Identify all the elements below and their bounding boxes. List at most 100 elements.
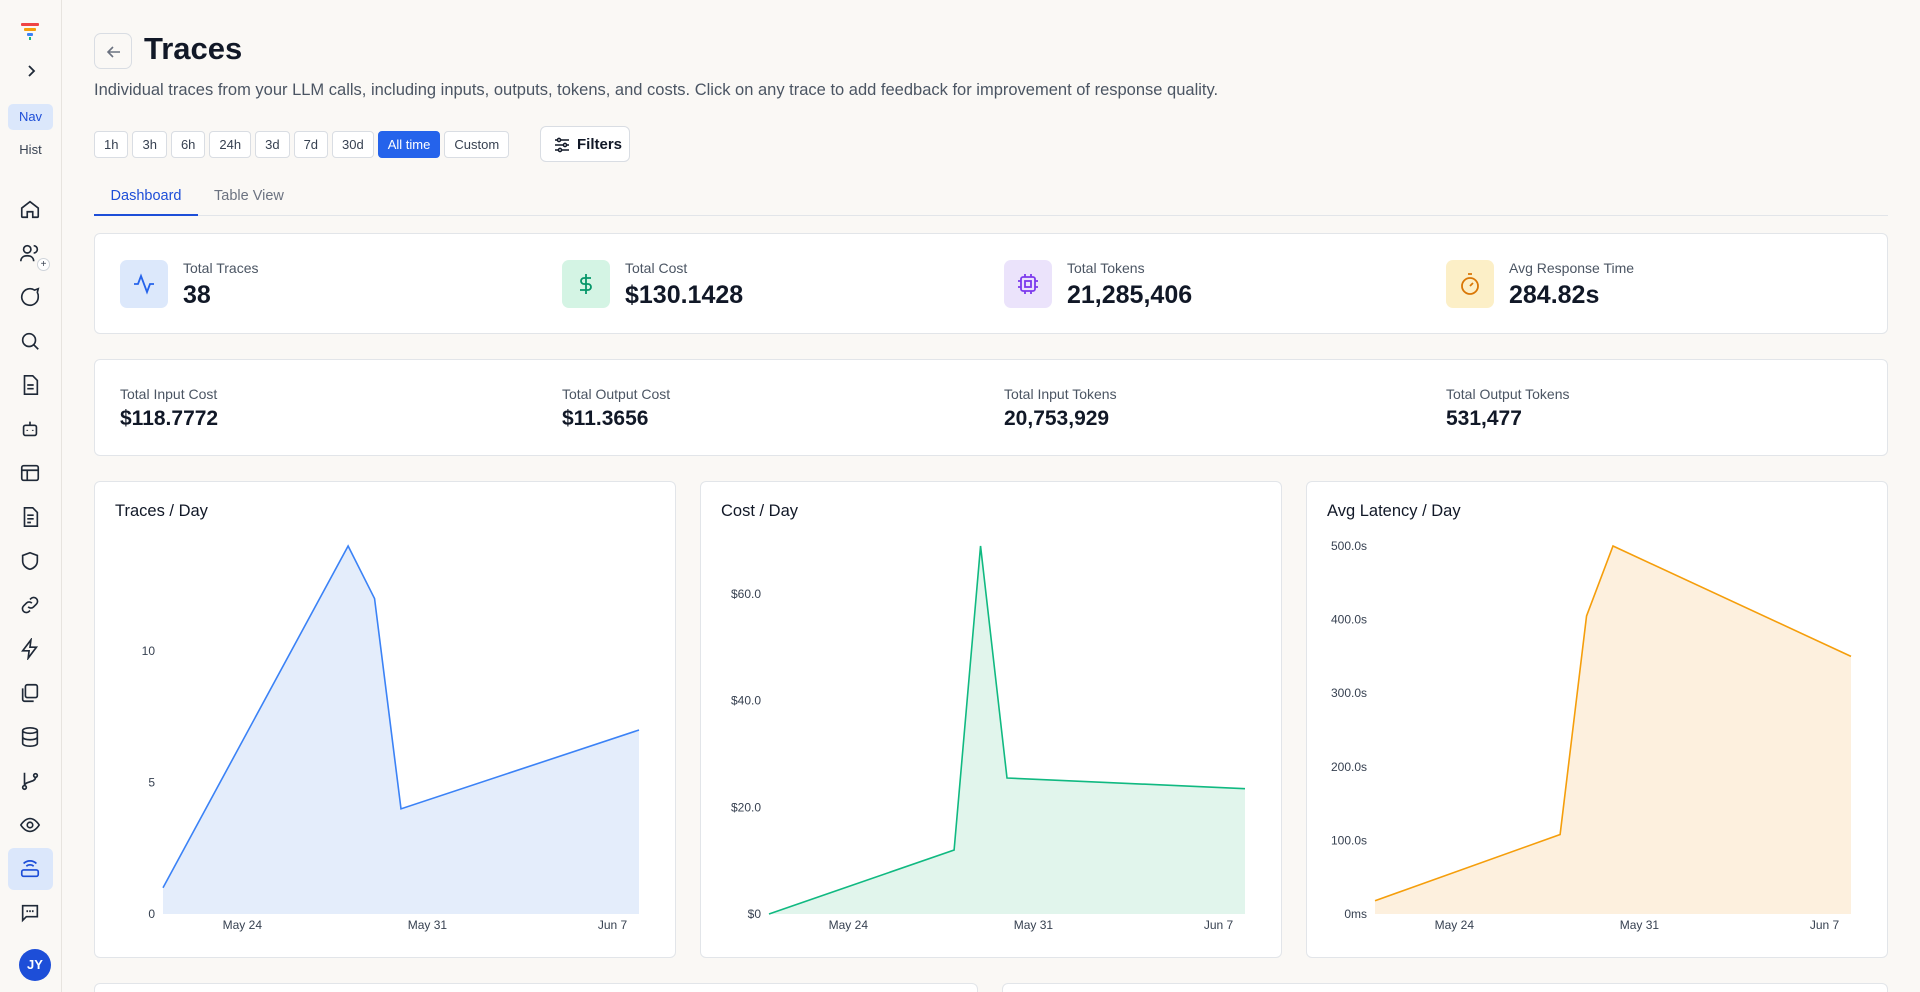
- y-tick-label: $20.0: [731, 800, 761, 814]
- logo-icon[interactable]: [19, 20, 41, 42]
- dollar-icon: [562, 260, 610, 308]
- router-icon[interactable]: [19, 858, 41, 880]
- page-title: Traces: [144, 31, 243, 66]
- back-button[interactable]: [94, 33, 132, 69]
- sliders-icon: [555, 137, 569, 153]
- x-tick-label: May 24: [223, 918, 263, 932]
- layout-icon[interactable]: [19, 462, 41, 484]
- tab-table-view[interactable]: Table View: [214, 188, 284, 204]
- chart-title: Cost / Day: [721, 502, 799, 520]
- bottom-card-left: [94, 983, 978, 992]
- range-all-time[interactable]: All time: [377, 131, 441, 158]
- sub-stat-value: $118.7772: [120, 407, 219, 430]
- cost-breakdown-card: Total Input Cost $118.7772 Total Output …: [94, 359, 1888, 456]
- summary-card: Total Traces 38 Total Cost $130.1428 Tot…: [94, 233, 1888, 334]
- document-icon[interactable]: [19, 374, 41, 396]
- plus-icon[interactable]: +: [37, 258, 50, 271]
- sidebar: Nav Hist + JY: [0, 0, 62, 992]
- time-range-selector: 1h 3h 6h 24h 3d 7d 30d All time Custom: [94, 131, 510, 158]
- arrow-left-icon: [106, 46, 120, 58]
- chart-title: Avg Latency / Day: [1327, 502, 1461, 520]
- x-tick-label: May 24: [829, 918, 869, 932]
- home-icon[interactable]: [19, 198, 41, 220]
- active-nav-highlight: [8, 848, 53, 890]
- series-line: [1374, 544, 1852, 902]
- database-icon[interactable]: [19, 726, 41, 748]
- bottom-card-right: [1002, 983, 1888, 992]
- sub-stat-label: Total Input Cost: [120, 386, 218, 402]
- x-tick-label: Jun 7: [598, 918, 628, 932]
- shield-icon[interactable]: [19, 550, 41, 572]
- y-tick-label: 0ms: [1344, 907, 1367, 921]
- filters-button[interactable]: Filters: [540, 126, 630, 162]
- sub-stat-value: $11.3656: [562, 407, 649, 430]
- y-tick-label: 100.0s: [1331, 833, 1367, 847]
- users-icon[interactable]: [19, 242, 41, 264]
- range-custom[interactable]: Custom: [444, 131, 510, 158]
- chart-plot: $0 $20.0 $40.0 $60.0 May 24 May 31 Jun 7: [731, 545, 1246, 932]
- y-tick-label: 200.0s: [1331, 760, 1367, 774]
- chart-plot: 0ms 100.0s 200.0s 300.0s 400.0s 500.0s May 24 M…: [1331, 539, 1852, 932]
- cpu-icon: [1004, 260, 1052, 308]
- traces-per-day-chart: Traces / Day 0 5 10 May 24 May 31 Jun 7: [94, 481, 676, 958]
- x-tick-label: May 31: [408, 918, 448, 932]
- search-icon[interactable]: [19, 330, 41, 352]
- sub-stat-label: Total Output Tokens: [1446, 386, 1570, 402]
- range-24h[interactable]: 24h: [209, 131, 252, 158]
- timer-icon: [1446, 260, 1494, 308]
- filters-label: Filters: [577, 136, 623, 153]
- branch-icon[interactable]: [19, 770, 41, 792]
- file-text-icon[interactable]: [19, 506, 41, 528]
- area-fill: [769, 546, 1245, 914]
- stat-label: Total Traces: [183, 260, 259, 276]
- y-tick-label: $0: [748, 907, 762, 921]
- range-3d[interactable]: 3d: [255, 131, 290, 158]
- chevron-right-icon[interactable]: [22, 62, 40, 80]
- bot-icon[interactable]: [19, 418, 41, 440]
- message-square-icon[interactable]: [19, 902, 41, 924]
- y-tick-label: 10: [142, 644, 156, 658]
- y-tick-label: 500.0s: [1331, 539, 1367, 553]
- stat-label: Total Tokens: [1067, 260, 1145, 276]
- chart-title: Traces / Day: [115, 502, 208, 520]
- x-tick-label: Jun 7: [1204, 918, 1234, 932]
- range-1h[interactable]: 1h: [94, 131, 129, 158]
- cost-per-day-chart: Cost / Day $0 $20.0 $40.0 $60.0 May 24 May 31…: [700, 481, 1282, 958]
- chart-plot: 0 5 10 May 24 May 31 Jun 7: [142, 544, 640, 932]
- stat-value: 284.82s: [1509, 281, 1600, 309]
- avatar[interactable]: JY: [19, 949, 51, 981]
- history-toggle[interactable]: Hist: [19, 142, 42, 157]
- sub-stat-value: 531,477: [1446, 407, 1522, 430]
- eye-icon[interactable]: [19, 814, 41, 836]
- page-subtitle: Individual traces from your LLM calls, i…: [94, 81, 1219, 99]
- y-tick-label: $60.0: [731, 587, 761, 601]
- sub-stat-label: Total Input Tokens: [1004, 386, 1117, 402]
- link-icon[interactable]: [19, 594, 41, 616]
- y-tick-label: 5: [148, 776, 155, 790]
- range-3h[interactable]: 3h: [132, 131, 167, 158]
- stat-label: Avg Response Time: [1509, 260, 1635, 276]
- sub-stat-label: Total Output Cost: [562, 386, 671, 402]
- activity-icon: [120, 260, 168, 308]
- y-tick-label: 300.0s: [1331, 686, 1367, 700]
- range-6h[interactable]: 6h: [170, 131, 206, 158]
- view-tabs: Dashboard Table View: [94, 184, 1888, 216]
- nav-toggle[interactable]: Nav: [8, 104, 53, 130]
- area-fill: [1375, 546, 1851, 914]
- lightning-icon[interactable]: [19, 636, 41, 662]
- y-tick-label: 400.0s: [1331, 613, 1367, 627]
- stat-value: $130.1428: [625, 281, 744, 309]
- series-line: [768, 545, 1246, 915]
- area-fill: [163, 546, 639, 914]
- range-7d[interactable]: 7d: [293, 131, 329, 158]
- y-tick-label: 0: [148, 907, 155, 921]
- files-icon[interactable]: [19, 682, 41, 704]
- tab-dashboard[interactable]: Dashboard: [94, 184, 198, 216]
- sub-stat-value: 20,753,929: [1004, 407, 1110, 430]
- series-line: [162, 544, 640, 889]
- x-tick-label: May 31: [1620, 918, 1660, 932]
- x-tick-label: Jun 7: [1810, 918, 1840, 932]
- y-tick-label: $40.0: [731, 694, 761, 708]
- range-30d[interactable]: 30d: [332, 131, 374, 158]
- chat-icon[interactable]: [19, 286, 41, 308]
